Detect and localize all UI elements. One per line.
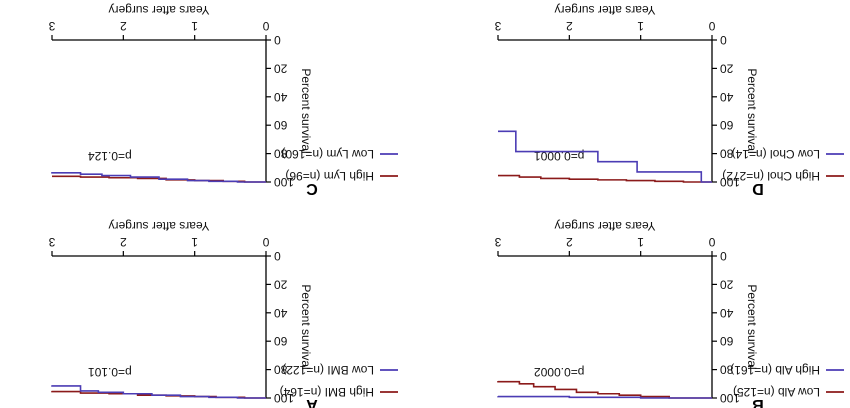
x-tick-label: 3 — [48, 19, 55, 33]
y-tick-label: 60 — [274, 334, 288, 348]
y-tick-label: 0 — [274, 33, 281, 47]
y-tick-label: 0 — [720, 33, 727, 47]
x-tick-label: 1 — [637, 19, 644, 33]
panel-b: 0 20 40 60 80 100 0 1 2 3 Years after surgery Perce… — [494, 219, 844, 408]
panel-label: B — [752, 396, 764, 408]
y-tick-label: 40 — [720, 306, 734, 320]
y-tick-label: 60 — [720, 118, 734, 132]
x-tick-label: 0 — [708, 19, 715, 33]
x-tick-label: 2 — [566, 235, 573, 249]
y-tick-label: 20 — [274, 277, 288, 291]
x-tick-label: 0 — [262, 19, 269, 33]
legend-label: Low Lym (n=160) — [281, 147, 374, 161]
x-tick-label: 3 — [494, 235, 501, 249]
y-axis-title: Percent survival — [299, 284, 313, 369]
legend-label: High Chol (n=272) — [722, 169, 820, 183]
y-tick-label: 0 — [274, 249, 281, 263]
panel-label: A — [306, 396, 318, 408]
x-tick-label: 1 — [191, 235, 198, 249]
survival-curve-blue — [51, 171, 266, 183]
x-tick-label: 0 — [262, 235, 269, 249]
y-tick-label: 100 — [720, 175, 740, 189]
legend-label: High BMI (n=164) — [280, 385, 374, 399]
panel-a: 0 20 40 60 80 100 0 1 2 3 Years after surgery Perce… — [48, 219, 398, 408]
x-axis-title: Years after surgery — [555, 3, 656, 17]
x-axis-title: Years after surgery — [555, 219, 656, 233]
panel-c: 0 20 40 60 80 100 0 1 2 3 Years after surgery Perce… — [48, 3, 398, 197]
y-tick-label: 40 — [274, 306, 288, 320]
x-tick-label: 3 — [48, 235, 55, 249]
p-value-label: p=0.0001 — [534, 149, 585, 163]
legend-label: High Lym (n=96) — [285, 169, 374, 183]
y-tick-label: 0 — [720, 249, 727, 263]
x-tick-label: 1 — [191, 19, 198, 33]
y-tick-label: 100 — [274, 391, 294, 405]
y-tick-label: 20 — [720, 61, 734, 75]
y-tick-label: 80 — [720, 363, 734, 377]
legend-label: Low BMI (n=122) — [282, 363, 374, 377]
y-tick-label: 80 — [274, 363, 288, 377]
x-tick-label: 1 — [637, 235, 644, 249]
y-tick-label: 80 — [274, 147, 288, 161]
survival-curve-red — [498, 174, 712, 183]
survival-curve-blue — [498, 130, 712, 183]
y-axis-title: Percent survival — [745, 284, 759, 369]
y-tick-label: 60 — [274, 118, 288, 132]
x-tick-label: 2 — [566, 19, 573, 33]
panel-label: C — [306, 180, 318, 197]
legend-label: Low Alb (n=125) — [733, 385, 820, 399]
y-tick-label: 20 — [720, 277, 734, 291]
y-tick-label: 20 — [274, 61, 288, 75]
y-tick-label: 40 — [274, 90, 288, 104]
y-axis-title: Percent survival — [745, 68, 759, 153]
survival-curve-blue — [51, 385, 266, 399]
x-tick-label: 3 — [494, 19, 501, 33]
y-tick-label: 100 — [720, 391, 740, 405]
y-tick-label: 80 — [720, 147, 734, 161]
legend-label: High Alb (n=161) — [730, 363, 820, 377]
p-value-label: p=0.124 — [88, 149, 132, 163]
x-tick-label: 0 — [708, 235, 715, 249]
y-tick-label: 100 — [274, 175, 294, 189]
survival-curve-red — [497, 380, 712, 399]
x-tick-label: 2 — [120, 235, 127, 249]
panel-label: D — [752, 180, 764, 197]
panel-d: 0 20 40 60 80 100 0 1 2 3 Years after surgery Perce… — [494, 3, 844, 197]
x-axis-title: Years after surgery — [109, 219, 210, 233]
x-tick-label: 2 — [120, 19, 127, 33]
y-tick-label: 40 — [720, 90, 734, 104]
p-value-label: p=0.101 — [88, 365, 132, 379]
x-axis-title: Years after surgery — [109, 3, 210, 17]
y-axis-title: Percent survival — [299, 68, 313, 153]
legend-label: Low Chol (n=14) — [732, 147, 820, 161]
p-value-label: p=0.0002 — [534, 365, 585, 379]
survival-curve-blue — [497, 395, 712, 399]
y-tick-label: 60 — [720, 334, 734, 348]
